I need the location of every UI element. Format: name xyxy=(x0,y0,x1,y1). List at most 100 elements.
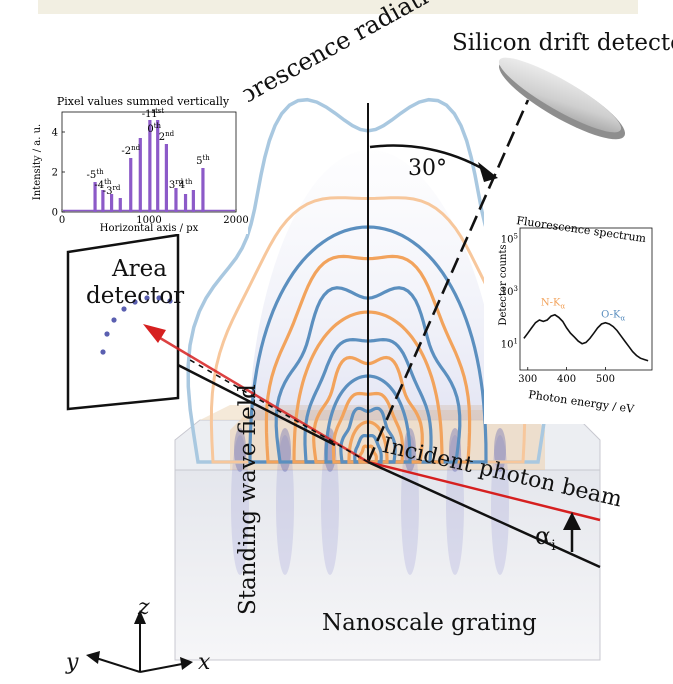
alpha-arrowhead xyxy=(563,512,581,530)
contour-ring xyxy=(264,254,472,464)
wave-lobe xyxy=(446,435,464,575)
contour-ring xyxy=(303,337,433,464)
area-detector-panel xyxy=(66,233,180,411)
chart1-bar xyxy=(118,198,122,212)
detector-dashed-line xyxy=(366,99,530,463)
diffraction-dot xyxy=(121,306,127,312)
chart2-xtick-label: 300 xyxy=(518,374,537,385)
chart1-peak-label: -1st xyxy=(142,107,158,120)
chart1-peak-label: 0th xyxy=(147,122,161,135)
chart2-xtick-label: 500 xyxy=(596,374,615,385)
wave-lobes xyxy=(231,428,509,575)
contour-ring xyxy=(312,355,424,464)
diffraction-dot xyxy=(100,349,106,355)
diffraction-dots xyxy=(100,295,173,355)
wave-lobe xyxy=(231,435,249,575)
alpha-symbol: α xyxy=(535,522,552,550)
nanoscale-grating-block xyxy=(174,405,601,661)
detector-projection-line xyxy=(177,363,336,447)
standing-wave-field xyxy=(231,150,509,575)
chart1-ytick-label: 0 xyxy=(52,208,58,219)
angle-label: 30° xyxy=(408,156,447,181)
chart1-peak-label: 1st xyxy=(151,107,164,120)
wave-lobe xyxy=(491,435,509,575)
chart1-bar xyxy=(138,138,142,212)
chart2-ytick-label: 103 xyxy=(501,285,518,298)
reflected-beam-arrowhead xyxy=(143,324,166,343)
chart1-bar xyxy=(148,120,152,212)
standing-wave-field-label: Standing wave field xyxy=(235,384,261,615)
diffraction-dot xyxy=(111,317,117,323)
incident-photon-beam xyxy=(367,460,601,522)
chart2-ytick-label: 101 xyxy=(501,338,518,351)
chart1-ytick-label: 2 xyxy=(52,168,58,179)
chart1-ytick-label: 4 xyxy=(52,128,58,139)
chart1-bar xyxy=(164,144,168,212)
chart1-peak-label: 4th xyxy=(179,178,193,191)
contour-ring xyxy=(292,310,444,464)
diffraction-intensity-inset: Pixel values summed vertically Horizontal… xyxy=(0,92,249,234)
reflected-beam-dashed xyxy=(189,359,369,463)
chart1-peak-label: 5th xyxy=(196,154,210,167)
chart1-bar xyxy=(174,188,178,212)
chart1-peak-label: -4th xyxy=(94,178,112,191)
chart2-xlabel: Photon energy / eV xyxy=(528,388,636,416)
chart1-xtick-label: 2000 xyxy=(223,215,248,226)
diffraction-dot xyxy=(144,295,150,301)
contour-ring xyxy=(274,286,462,464)
chart1-peak-label: -5th xyxy=(87,168,105,181)
silicon-drift-detector-label: Silicon drift detector xyxy=(452,30,673,56)
alpha-label: αi xyxy=(535,524,556,553)
angle-arrowhead xyxy=(478,162,498,182)
chart1-bar xyxy=(109,194,114,212)
area-detector-label-line2: detector xyxy=(86,283,185,309)
diffraction-dot xyxy=(167,298,173,304)
chart1-peak-label: 3rd xyxy=(169,178,184,191)
angle-arc xyxy=(369,144,486,172)
fluorescence-contours xyxy=(186,97,550,464)
diffraction-dot xyxy=(104,331,110,337)
chart1-peak-label: 2nd xyxy=(159,130,175,143)
chart2-peak-annotation: N-Kα xyxy=(541,298,566,311)
chart1-title: Pixel values summed vertically xyxy=(57,95,230,108)
diffraction-dot xyxy=(132,299,138,305)
coordinate-axes xyxy=(86,610,193,673)
chart1-bar xyxy=(101,190,105,212)
chart1-bar xyxy=(129,158,133,212)
nanoscale-grating-label: Nanoscale grating xyxy=(322,610,537,636)
axis-z-label: z xyxy=(138,595,150,620)
alpha-subscript: i xyxy=(551,537,556,554)
chart1-peak-label: -3rd xyxy=(103,184,121,197)
wave-lobe xyxy=(321,435,339,575)
chart2-peak-annotation: O-Kα xyxy=(601,309,625,322)
chart1-ylabel: Intensity / a. u. xyxy=(32,124,43,200)
chart1-xtick-label: 1000 xyxy=(136,215,161,226)
chart2-frame xyxy=(519,227,653,371)
chart2-spectrum-line xyxy=(523,313,649,362)
contour-ring xyxy=(324,374,412,464)
axis-y-label: y xyxy=(66,650,79,675)
chart1-bar xyxy=(93,182,97,212)
area-detector-label-line1: Area xyxy=(112,256,167,282)
chart1-bar xyxy=(191,190,195,212)
fluorescence-spectrum-inset: Fluorescence spectrum Detector counts Phot… xyxy=(484,208,660,424)
chart1-xtick-label: 0 xyxy=(59,215,65,226)
top-strip xyxy=(38,0,638,14)
wave-lobe xyxy=(276,435,294,575)
axis-x-label: x xyxy=(198,650,211,675)
wave-lobe-core xyxy=(279,428,291,472)
silicon-drift-detector xyxy=(498,57,625,140)
wave-lobe xyxy=(401,435,419,575)
sample-surface-line xyxy=(367,460,601,569)
chart1-peak-label: -2nd xyxy=(121,144,140,157)
chart1-bar xyxy=(201,168,205,212)
chart1-bar xyxy=(183,194,188,212)
diffraction-intensity-chart: Pixel values summed vertically Horizontal… xyxy=(32,95,249,234)
chart2-ytick-label: 105 xyxy=(501,233,518,246)
chart1-bar xyxy=(156,120,160,212)
contour-ring xyxy=(248,225,488,464)
chart1-xlabel: Horizontal axis / px xyxy=(100,223,199,234)
